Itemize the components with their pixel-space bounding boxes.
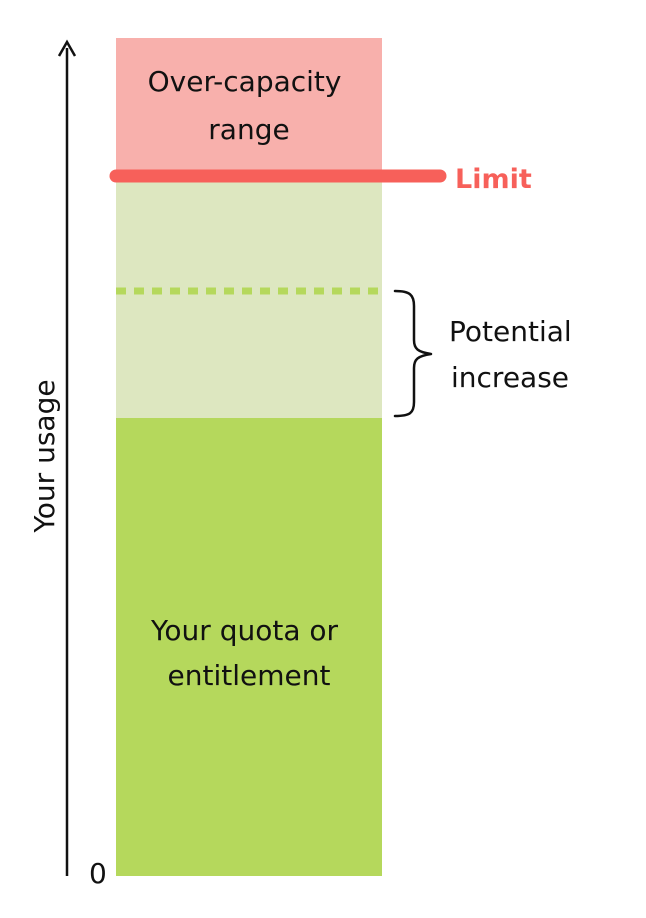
axis-label: Your usage [28,379,61,533]
over-capacity-label: Over-capacity range [148,65,351,146]
usage-axis-arrowhead [57,39,77,57]
potential-increase-brace [393,289,433,418]
quota-region [116,418,382,876]
quota-label: Your quota or entitlement [150,614,347,692]
potential-increase-label: Potential increase [449,315,581,394]
over-capacity-region [116,38,382,170]
quota-label-line2: entitlement [168,659,331,692]
quota-label-line1: Your quota or [150,614,338,647]
limit-label: Limit [455,164,532,195]
over-capacity-label-line1: Over-capacity [148,65,342,98]
origin-label: 0 [89,857,107,890]
over-capacity-label-line2: range [208,113,289,146]
potential-increase-label-line1: Potential [449,315,572,348]
potential-increase-label-line2: increase [451,361,569,394]
